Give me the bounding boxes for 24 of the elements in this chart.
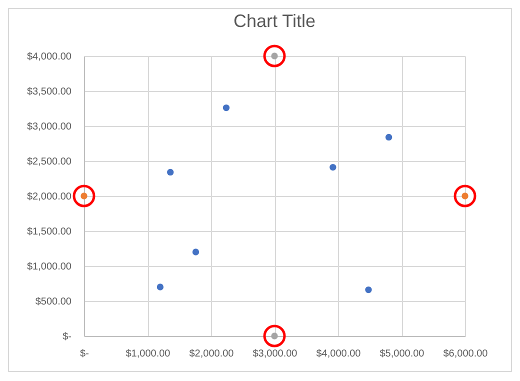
y-tick-label: $2,500.00 [27, 156, 72, 168]
point [385, 134, 392, 141]
y-tick-label: $1,500.00 [27, 226, 72, 238]
point [365, 286, 372, 294]
point [192, 248, 200, 256]
y-tick-label: $1,000.00 [27, 262, 72, 272]
point [222, 104, 230, 112]
x-tick-label: $3,000.00 [252, 348, 298, 360]
chart-title: Chart Title [233, 11, 316, 31]
y-tick-label: $3,000.00 [27, 122, 72, 132]
x-tick-label: $2,000.00 [189, 348, 234, 360]
y-tick-label: $- [62, 332, 72, 342]
x-tick-label: $6,000.00 [443, 348, 488, 360]
y-tick-label: $3,500.00 [27, 86, 72, 98]
point [167, 168, 174, 176]
point [156, 284, 164, 290]
y-tick-label: $500.00 [35, 296, 72, 308]
x-tick-label: $1,000.00 [126, 348, 171, 360]
y-tick-label: $4,000.00 [27, 52, 72, 62]
x-tick-label: $- [80, 348, 89, 360]
x-tick-label: $5,000.00 [380, 348, 425, 360]
x-tick-label: $4,000.00 [316, 348, 362, 360]
point [330, 164, 336, 171]
y-tick-label: $2,000.00 [27, 192, 72, 202]
